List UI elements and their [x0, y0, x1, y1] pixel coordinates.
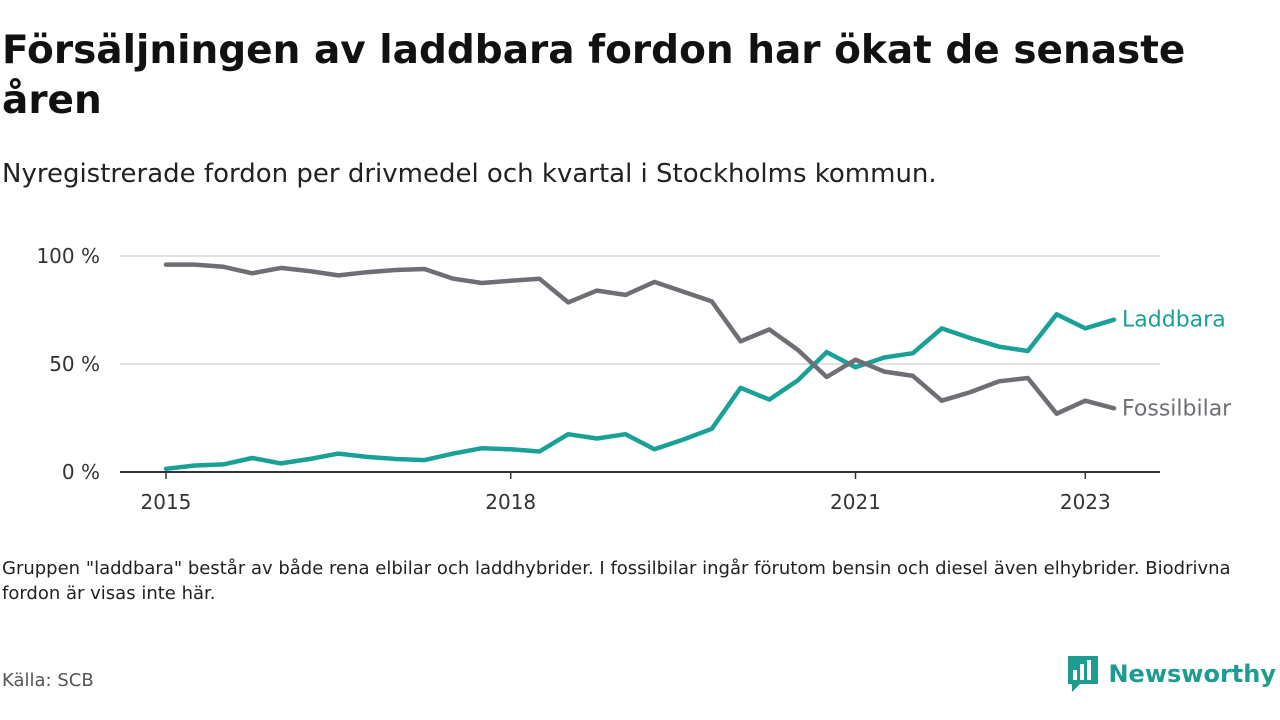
source-credit: Källa: SCB: [2, 670, 94, 691]
series-line-fossilbilar: [163, 262, 1117, 416]
y-tick-label: 50 %: [49, 352, 100, 376]
footnote: Gruppen "laddbara" består av både rena e…: [2, 558, 1231, 604]
x-tick-label: 2015: [141, 490, 192, 514]
series-lines: [163, 262, 1117, 472]
x-tick-label: 2023: [1060, 490, 1111, 514]
grid-lines: [120, 255, 1160, 365]
x-tick-label: 2021: [830, 490, 881, 514]
brand-logo: Newsworthy: [1066, 654, 1276, 694]
series-line-laddbara: [163, 312, 1117, 472]
y-tick-label: 0 %: [62, 460, 100, 484]
series-labels: Laddbara Fossilbilar: [1122, 308, 1232, 422]
y-tick-label: 100 %: [36, 244, 100, 268]
line-chart: 0 % 50 % 100 % 2015 2018 2021 2023 Laddbara Fos…: [36, 244, 1232, 514]
axes: 0 % 50 % 100 % 2015 2018 2021 2023: [36, 244, 1160, 514]
brand-name: Newsworthy: [1108, 660, 1276, 688]
series-label-laddbara: Laddbara: [1122, 308, 1226, 333]
chart-title: Försäljningen av laddbara fordon har öka…: [2, 28, 1186, 123]
newsworthy-icon: [1068, 656, 1099, 692]
x-tick-label: 2018: [485, 490, 536, 514]
series-label-fossilbilar: Fossilbilar: [1122, 396, 1232, 421]
chart-subtitle: Nyregistrerade fordon per drivmedel och …: [2, 159, 937, 189]
